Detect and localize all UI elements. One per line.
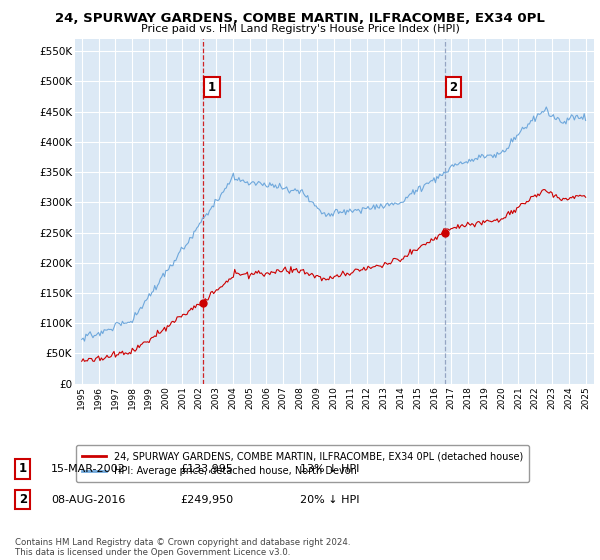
Text: 2: 2 <box>449 81 458 94</box>
Text: 1: 1 <box>19 462 27 475</box>
Text: 15-MAR-2002: 15-MAR-2002 <box>51 464 126 474</box>
Legend: 24, SPURWAY GARDENS, COMBE MARTIN, ILFRACOMBE, EX34 0PL (detached house), HPI: A: 24, SPURWAY GARDENS, COMBE MARTIN, ILFRA… <box>76 445 529 482</box>
Text: £249,950: £249,950 <box>180 494 233 505</box>
Text: 24, SPURWAY GARDENS, COMBE MARTIN, ILFRACOMBE, EX34 0PL: 24, SPURWAY GARDENS, COMBE MARTIN, ILFRA… <box>55 12 545 25</box>
Text: 20% ↓ HPI: 20% ↓ HPI <box>300 494 359 505</box>
Text: 13% ↓ HPI: 13% ↓ HPI <box>300 464 359 474</box>
Text: Contains HM Land Registry data © Crown copyright and database right 2024.
This d: Contains HM Land Registry data © Crown c… <box>15 538 350 557</box>
Text: 1: 1 <box>208 81 216 94</box>
Text: £133,995: £133,995 <box>180 464 233 474</box>
Text: Price paid vs. HM Land Registry's House Price Index (HPI): Price paid vs. HM Land Registry's House … <box>140 24 460 34</box>
Text: 08-AUG-2016: 08-AUG-2016 <box>51 494 125 505</box>
Text: 2: 2 <box>19 493 27 506</box>
